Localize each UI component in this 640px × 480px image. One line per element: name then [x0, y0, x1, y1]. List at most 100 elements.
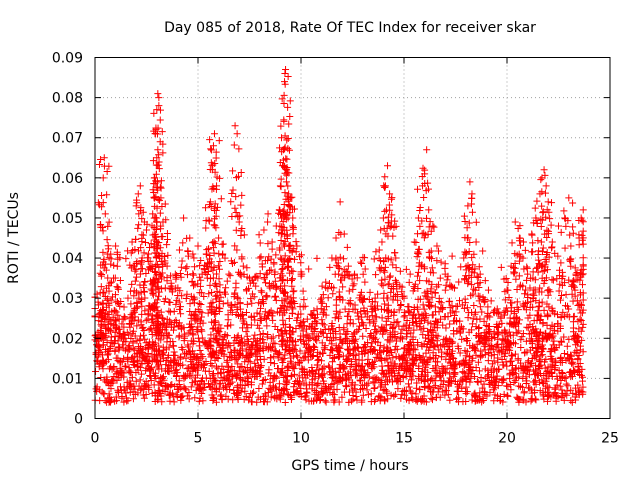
data-point — [170, 307, 178, 315]
data-point — [298, 364, 306, 372]
data-point — [365, 373, 373, 381]
data-point — [386, 272, 394, 280]
data-point-peak — [328, 254, 336, 262]
data-point — [401, 312, 409, 320]
y-tick-label: 0.05 — [52, 211, 83, 227]
data-point — [500, 352, 508, 360]
data-point — [466, 378, 474, 386]
data-point-peak — [143, 226, 150, 234]
data-point — [499, 361, 507, 369]
data-point — [226, 371, 234, 379]
data-point — [424, 318, 432, 326]
data-point — [508, 239, 516, 247]
data-point — [446, 343, 454, 351]
data-point — [160, 346, 168, 354]
data-point — [200, 292, 208, 300]
data-point — [462, 360, 470, 368]
data-point — [337, 377, 345, 385]
data-point — [241, 358, 249, 366]
data-point — [200, 380, 208, 388]
data-point — [95, 161, 103, 169]
data-point — [405, 366, 413, 374]
data-point — [189, 347, 197, 355]
data-point — [505, 293, 513, 301]
data-point-peak — [336, 198, 344, 206]
data-point — [180, 375, 188, 383]
data-point — [412, 390, 420, 398]
data-point-peak — [225, 270, 233, 278]
data-point — [174, 359, 182, 367]
data-point-peak — [154, 90, 162, 98]
data-point — [526, 346, 534, 354]
data-point — [274, 350, 282, 358]
data-point — [304, 371, 312, 379]
data-point — [185, 348, 193, 356]
data-point — [147, 376, 155, 384]
data-point — [574, 363, 582, 371]
data-point — [484, 303, 492, 311]
data-point — [292, 377, 300, 385]
data-point — [461, 218, 469, 226]
data-point — [313, 254, 321, 262]
data-point — [180, 350, 188, 358]
data-point — [239, 352, 247, 360]
data-point — [274, 354, 282, 362]
data-point — [372, 248, 380, 256]
data-point — [284, 73, 292, 81]
data-point — [141, 382, 149, 390]
data-point — [450, 354, 458, 362]
y-tick-label: 0.08 — [52, 91, 83, 107]
data-point — [135, 346, 143, 354]
data-point — [408, 394, 416, 402]
data-point-peak — [180, 214, 188, 222]
data-point — [300, 317, 308, 325]
data-point — [557, 228, 565, 236]
data-point — [267, 266, 275, 274]
data-point — [569, 318, 577, 326]
data-point — [531, 389, 539, 397]
data-point — [479, 247, 487, 255]
data-point — [509, 368, 517, 376]
data-point — [409, 372, 417, 380]
data-point — [130, 317, 138, 325]
data-point — [328, 358, 336, 366]
data-point — [358, 398, 366, 406]
data-point — [105, 218, 113, 226]
data-point — [206, 383, 214, 391]
data-point — [364, 369, 372, 377]
data-point — [441, 286, 449, 294]
data-point — [100, 289, 108, 297]
data-point — [233, 383, 241, 391]
data-point — [201, 339, 209, 347]
data-point — [455, 394, 463, 402]
data-point — [507, 340, 515, 348]
data-point — [429, 364, 437, 372]
data-point — [404, 380, 412, 388]
data-point — [510, 378, 518, 386]
data-point — [242, 328, 250, 336]
data-point — [297, 393, 305, 401]
data-point-peak — [579, 206, 587, 214]
data-point — [476, 315, 484, 323]
data-point — [286, 97, 294, 105]
data-point — [114, 386, 122, 394]
data-point — [187, 311, 195, 319]
data-point — [358, 381, 366, 389]
data-point — [132, 377, 140, 385]
data-point — [348, 337, 356, 345]
data-point — [529, 337, 537, 345]
data-point — [542, 377, 550, 385]
data-point — [131, 332, 139, 340]
data-point — [331, 374, 339, 382]
data-point — [209, 348, 217, 356]
data-point — [180, 337, 188, 345]
data-point — [246, 351, 254, 359]
data-point — [228, 190, 236, 198]
data-point — [210, 238, 218, 246]
data-point — [462, 375, 470, 383]
data-point — [534, 268, 542, 276]
data-point — [432, 394, 440, 402]
data-point — [104, 242, 112, 250]
data-point — [221, 376, 229, 384]
data-point — [162, 361, 170, 369]
